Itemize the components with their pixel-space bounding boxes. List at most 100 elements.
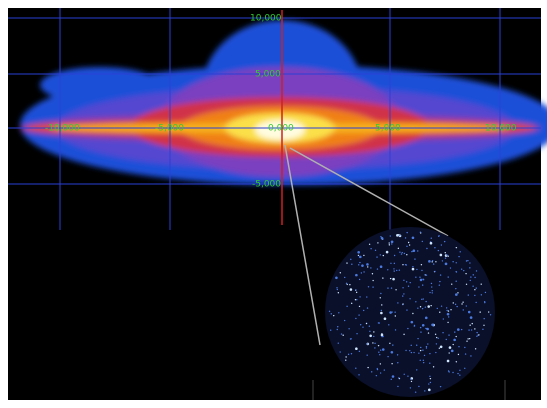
star xyxy=(455,271,456,272)
star xyxy=(458,354,459,355)
star xyxy=(384,317,387,320)
star xyxy=(348,328,349,329)
star xyxy=(474,277,475,278)
star xyxy=(402,295,403,296)
star xyxy=(462,301,463,302)
star xyxy=(472,286,473,287)
star xyxy=(423,362,424,363)
star xyxy=(337,329,338,330)
star xyxy=(350,338,351,339)
star xyxy=(470,276,471,277)
star xyxy=(345,359,346,360)
star xyxy=(407,375,408,376)
star xyxy=(448,334,449,335)
star xyxy=(357,251,360,254)
star xyxy=(408,286,409,287)
star xyxy=(452,344,453,345)
star xyxy=(445,252,446,253)
star xyxy=(476,336,477,337)
star xyxy=(461,329,462,330)
star xyxy=(430,382,431,383)
star xyxy=(382,336,383,337)
star xyxy=(389,343,390,344)
star xyxy=(447,322,448,323)
star xyxy=(428,260,431,263)
star xyxy=(431,283,432,284)
star xyxy=(397,362,398,363)
star xyxy=(413,352,414,353)
star xyxy=(378,345,379,346)
star xyxy=(417,338,418,339)
star xyxy=(481,294,482,295)
star xyxy=(395,315,396,316)
star xyxy=(380,372,381,373)
star xyxy=(371,371,372,372)
star xyxy=(391,287,392,288)
star xyxy=(426,328,429,331)
star xyxy=(455,336,456,337)
star xyxy=(451,283,452,284)
star xyxy=(488,311,489,312)
star xyxy=(376,256,377,257)
star xyxy=(381,310,382,311)
star xyxy=(425,306,426,307)
star xyxy=(450,267,451,268)
star xyxy=(382,277,383,278)
star xyxy=(440,386,441,387)
star xyxy=(398,248,399,249)
star xyxy=(394,255,395,256)
star xyxy=(390,235,391,236)
star xyxy=(388,242,389,243)
star xyxy=(434,247,435,248)
star xyxy=(372,280,373,281)
star xyxy=(359,296,360,297)
star xyxy=(344,320,345,321)
star xyxy=(458,256,459,257)
star xyxy=(411,251,412,252)
star xyxy=(446,339,447,340)
star xyxy=(411,345,412,346)
star xyxy=(387,287,388,288)
star xyxy=(337,289,338,290)
star xyxy=(425,301,426,302)
star xyxy=(469,325,470,326)
star xyxy=(397,302,398,303)
star xyxy=(375,250,376,251)
star xyxy=(409,350,410,351)
star xyxy=(483,325,484,326)
star xyxy=(340,272,341,273)
star xyxy=(404,374,405,375)
star xyxy=(387,356,388,357)
star xyxy=(435,334,436,335)
star xyxy=(350,259,351,260)
star xyxy=(391,363,392,364)
star xyxy=(344,277,345,278)
star xyxy=(417,250,418,251)
star xyxy=(416,369,417,370)
star xyxy=(448,371,449,372)
star xyxy=(366,263,369,266)
star xyxy=(391,351,394,354)
star xyxy=(456,361,457,362)
star xyxy=(361,272,362,273)
star xyxy=(463,270,464,271)
star xyxy=(382,238,383,239)
star xyxy=(476,270,477,271)
star xyxy=(423,360,424,361)
star xyxy=(452,261,453,262)
star xyxy=(394,311,395,312)
star xyxy=(424,274,425,275)
star xyxy=(478,334,479,335)
star xyxy=(355,274,358,277)
star xyxy=(360,324,361,325)
star xyxy=(426,347,427,348)
star xyxy=(393,268,394,269)
star xyxy=(351,303,352,304)
star xyxy=(369,331,370,332)
star xyxy=(380,265,383,268)
star xyxy=(395,329,396,330)
star xyxy=(455,281,456,282)
star xyxy=(465,273,466,274)
star xyxy=(420,232,421,233)
star xyxy=(432,292,433,293)
